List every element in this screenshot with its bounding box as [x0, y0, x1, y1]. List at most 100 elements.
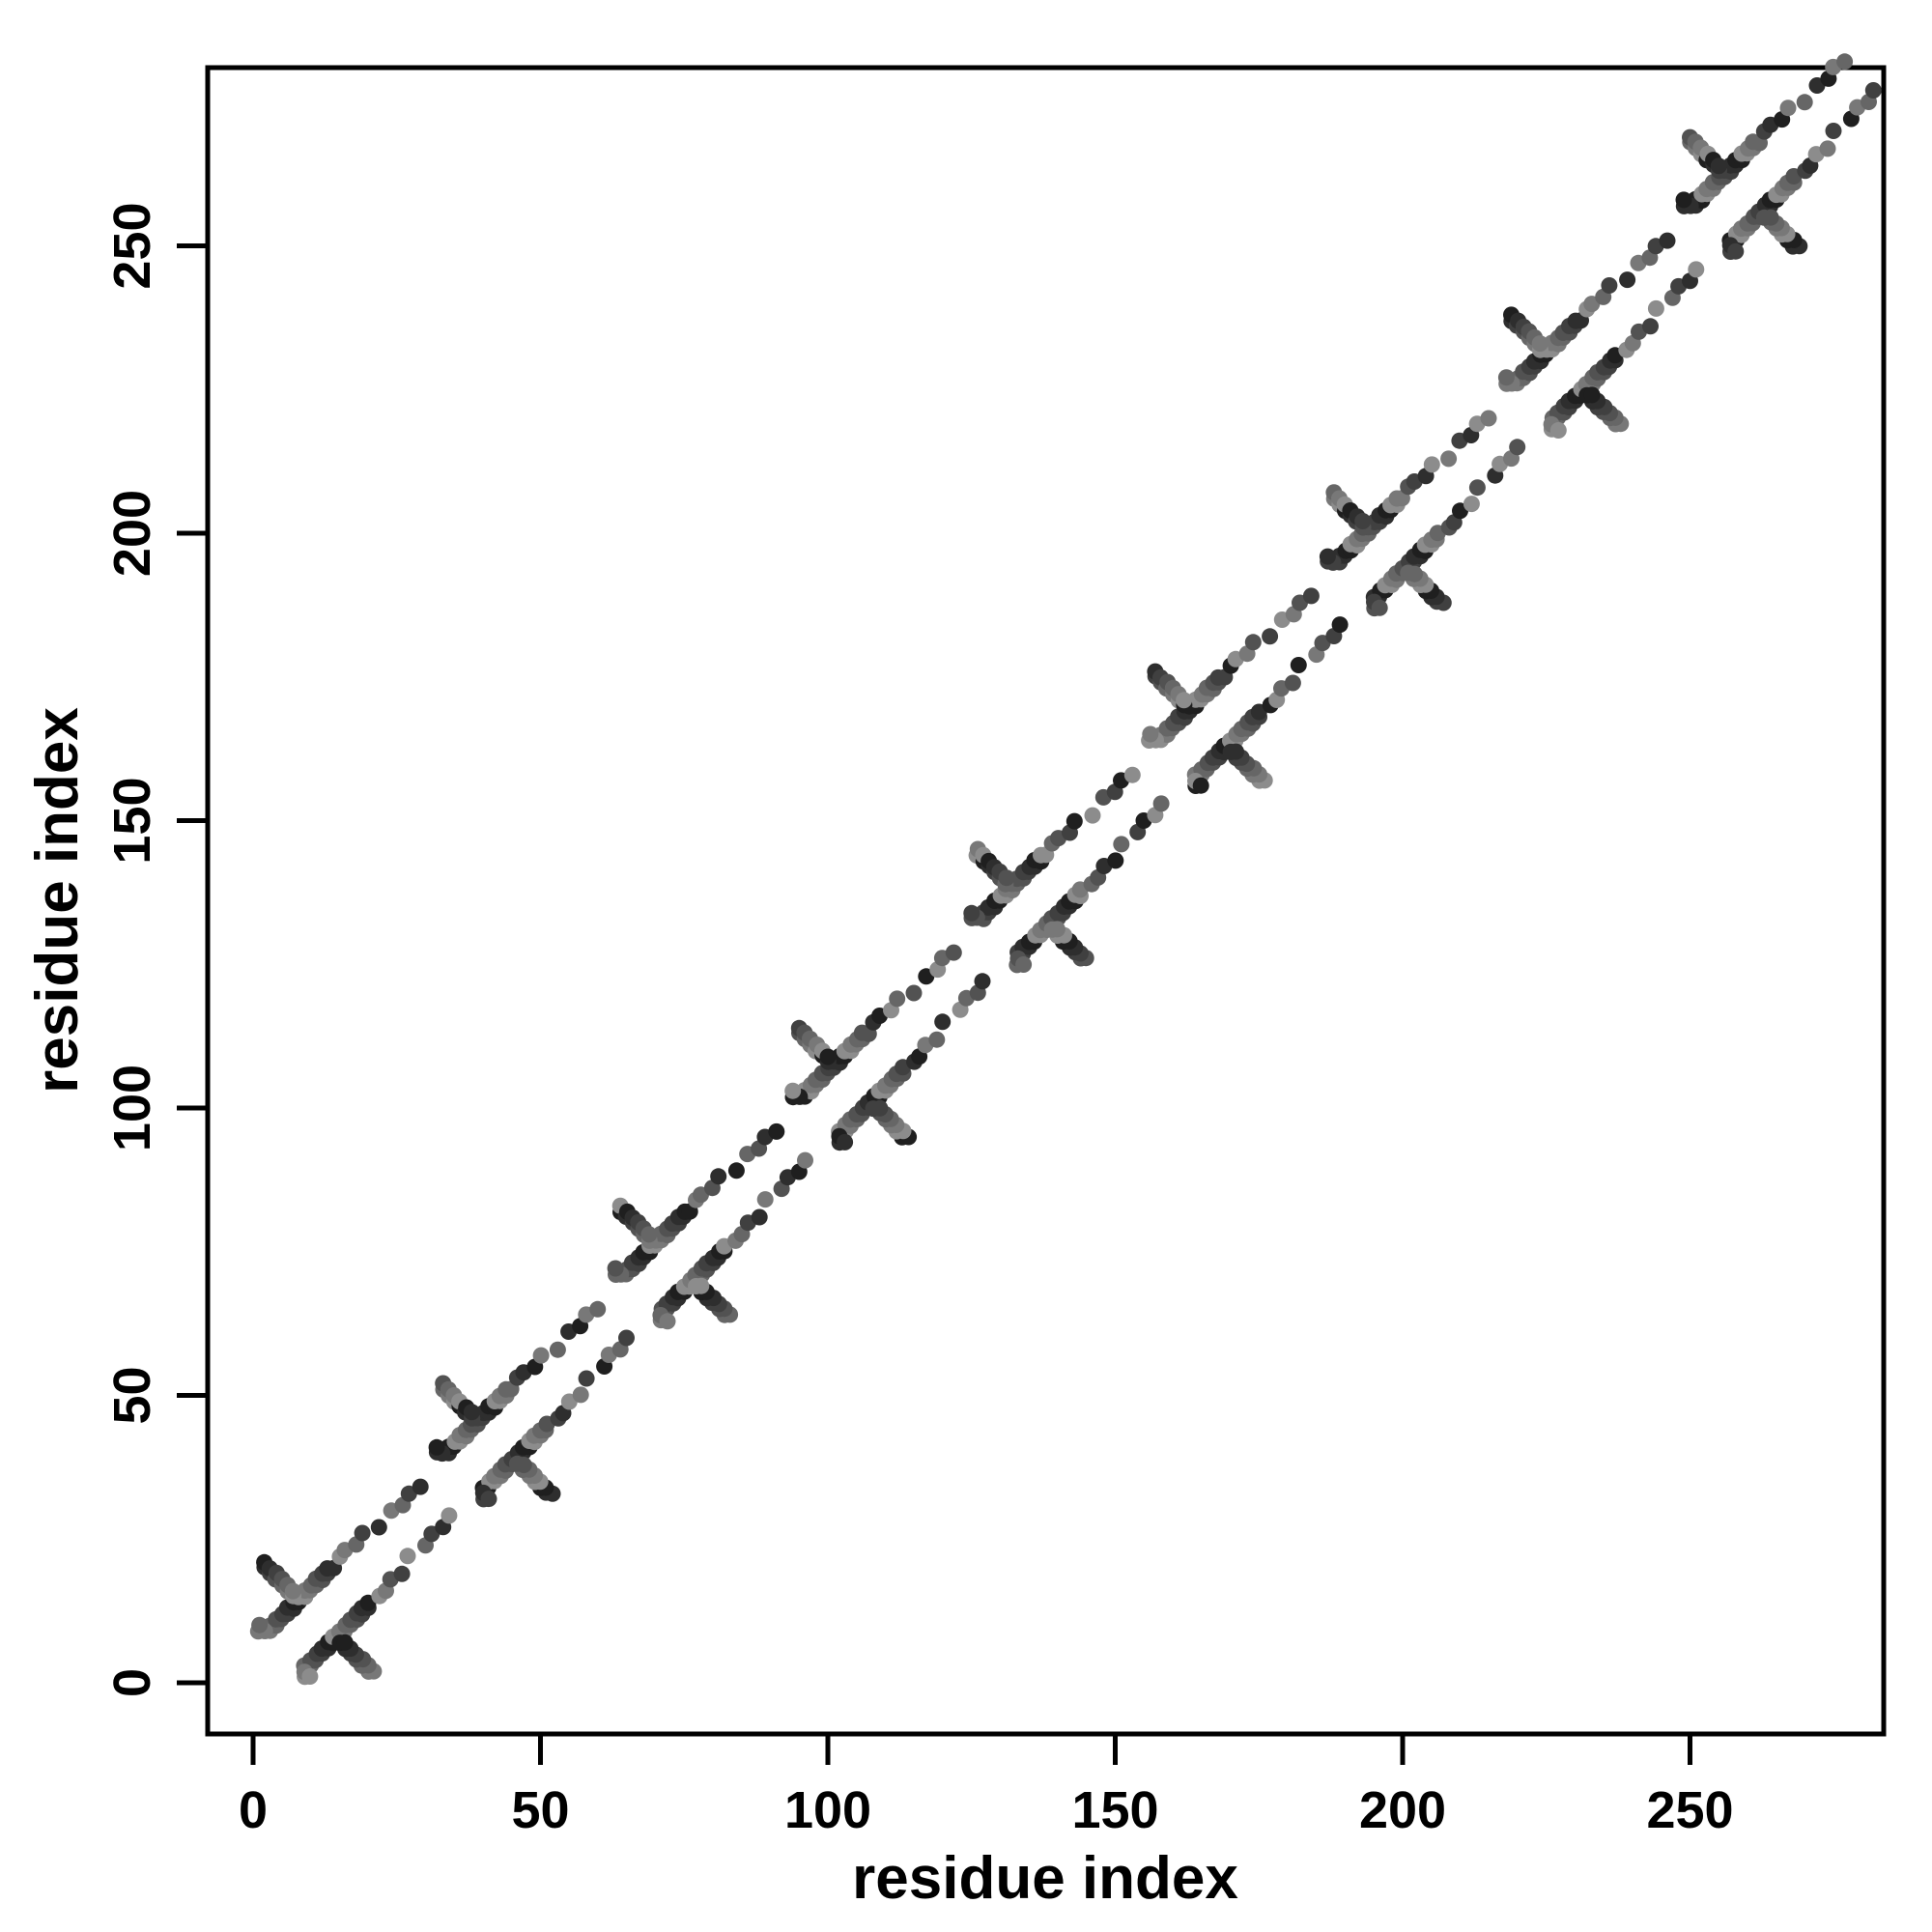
contact-point	[974, 973, 991, 990]
scatter-points-layer	[249, 53, 1882, 1686]
contact-point	[515, 1457, 532, 1473]
contact-point	[1779, 99, 1797, 117]
contact-point	[1762, 209, 1779, 226]
contact-point	[963, 904, 980, 922]
contact-point	[1065, 812, 1083, 830]
x-tick-label: 0	[239, 1781, 268, 1839]
x-axis-title: residue index	[852, 1845, 1238, 1912]
contact-point	[284, 1582, 301, 1600]
contact-point	[607, 1260, 624, 1277]
contact-point	[440, 1507, 458, 1524]
contact-point	[1796, 94, 1813, 111]
contact-point	[1113, 836, 1130, 853]
contact-point	[1864, 82, 1882, 99]
contact-point	[1836, 53, 1854, 71]
contact-point	[354, 1524, 371, 1542]
contact-point	[1601, 277, 1618, 294]
contact-point	[578, 1370, 595, 1387]
y-axis-title: residue index	[24, 707, 91, 1094]
contact-point	[618, 1329, 635, 1347]
x-axis-ticks: 0 50 100 150 200 250	[239, 1734, 1734, 1839]
contact-point	[1463, 496, 1480, 513]
contact-point	[1262, 628, 1279, 645]
contact-point	[428, 1438, 445, 1456]
contact-point	[659, 1313, 676, 1330]
contact-point	[1107, 852, 1124, 869]
contact-point	[1825, 123, 1842, 139]
contact-point	[1675, 191, 1692, 209]
y-tick-label: 200	[103, 490, 161, 577]
contact-point	[1152, 795, 1170, 812]
x-tick-label: 250	[1646, 1781, 1733, 1839]
contact-point	[934, 1013, 952, 1031]
contact-point	[532, 1347, 550, 1364]
x-tick-label: 50	[511, 1781, 569, 1839]
contact-point	[905, 984, 923, 1002]
contact-point	[1371, 599, 1388, 616]
contact-point	[336, 1634, 354, 1651]
contact-point	[871, 1099, 889, 1117]
y-tick-label: 150	[103, 777, 161, 864]
x-tick-label: 100	[784, 1781, 871, 1839]
contact-point	[1647, 299, 1664, 317]
contact-point	[549, 1341, 566, 1358]
contact-point	[1302, 587, 1320, 605]
contact-point	[1406, 565, 1423, 582]
plot-border-box	[205, 65, 1887, 1737]
contact-point	[998, 869, 1015, 887]
x-tick-label: 150	[1071, 1781, 1158, 1839]
contact-point	[1583, 386, 1601, 404]
contact-point	[301, 1668, 319, 1685]
contact-point	[1228, 743, 1244, 760]
contact-point	[1319, 548, 1336, 565]
contact-point	[480, 1491, 497, 1508]
contact-point	[1192, 777, 1209, 794]
y-axis-ticks: 0 50 100 150 200 250	[103, 202, 208, 1697]
x-tick-label: 200	[1359, 1781, 1446, 1839]
contact-point	[797, 1151, 813, 1169]
contact-point	[1727, 242, 1745, 260]
contact-point	[412, 1478, 429, 1495]
contact-point	[784, 1082, 802, 1099]
contact-point	[1084, 807, 1101, 824]
contact-point	[1354, 513, 1372, 529]
contact-point	[572, 1386, 589, 1404]
contact-point	[399, 1548, 416, 1565]
contact-point	[1497, 369, 1515, 386]
contact-point	[1015, 956, 1033, 973]
contact-point	[1290, 657, 1307, 673]
contact-point	[1642, 318, 1659, 335]
contact-point	[1284, 674, 1301, 692]
contact-point	[1710, 157, 1727, 175]
contact-point	[1123, 766, 1141, 783]
contact-point	[393, 1565, 411, 1582]
contact-point	[751, 1208, 768, 1226]
contact-point	[1819, 140, 1836, 157]
y-tick-label: 0	[103, 1668, 161, 1697]
contact-point	[1423, 456, 1440, 473]
contact-point	[1142, 725, 1159, 743]
contact-point	[1619, 271, 1636, 289]
y-tick-label: 250	[103, 202, 161, 289]
contact-point	[1549, 422, 1567, 439]
y-tick-label: 100	[103, 1065, 161, 1151]
contact-point	[1659, 232, 1676, 249]
contact-point	[463, 1404, 480, 1421]
contact-point	[1440, 450, 1458, 468]
contact-point	[819, 1048, 837, 1065]
contact-point	[945, 944, 962, 961]
contact-point	[1048, 921, 1065, 938]
contact-point	[251, 1616, 269, 1634]
y-tick-label: 50	[103, 1366, 161, 1424]
contact-point	[370, 1519, 387, 1536]
contact-point	[1244, 634, 1262, 651]
contact-point	[1480, 410, 1497, 427]
contact-point	[589, 1300, 607, 1318]
contact-point	[1468, 479, 1486, 497]
contact-point	[1531, 335, 1548, 353]
contact-point	[1509, 439, 1526, 456]
contact-point	[710, 1168, 727, 1185]
contact-point	[1688, 261, 1705, 278]
